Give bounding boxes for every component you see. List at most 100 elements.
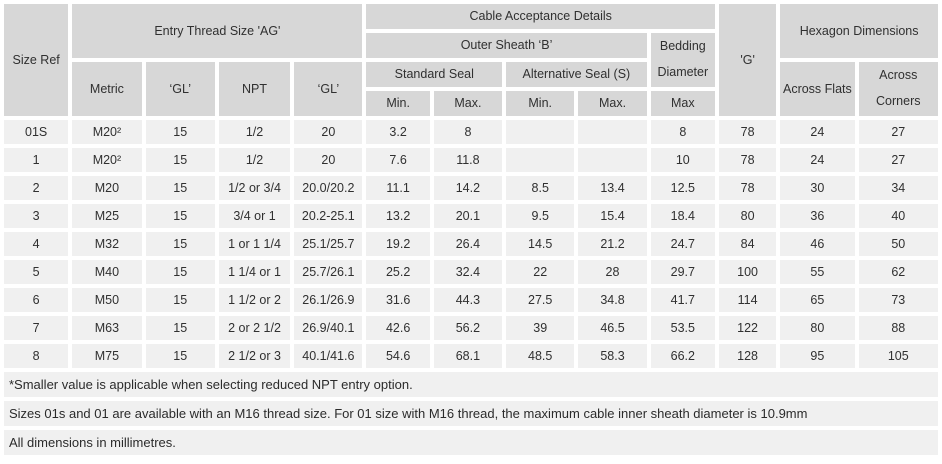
cell-size-ref: 01S xyxy=(4,120,69,144)
cell-g: 128 xyxy=(718,344,777,368)
cell-across-corners: 34 xyxy=(858,176,938,200)
table-row: 2 M20 15 1/2 or 3/4 20.0/20.2 11.1 14.2 8.5 13.4… xyxy=(4,176,938,200)
footnote-units: All dimensions in millimetres. xyxy=(4,430,938,455)
header-gl-metric: ‘GL’ xyxy=(145,62,215,116)
cell-std-max: 8 xyxy=(433,120,503,144)
header-g: 'G' xyxy=(718,4,777,116)
header-row-4: Min. Max. Min. Max. Max xyxy=(4,91,938,116)
header-npt: NPT xyxy=(218,62,291,116)
header-std-max: Max. xyxy=(433,91,503,116)
header-bedding-max: Max xyxy=(650,91,715,116)
cell-std-max: 26.4 xyxy=(433,232,503,256)
cell-gl-npt: 20.2-25.1 xyxy=(294,204,363,228)
cell-std-min: 25.2 xyxy=(366,260,430,284)
cell-gl-metric: 15 xyxy=(145,344,215,368)
header-row-2: Outer Sheath ‘B’ Bedding Diameter xyxy=(4,33,938,87)
footnote-row-3: All dimensions in millimetres. xyxy=(4,430,938,455)
cell-metric: M20² xyxy=(72,120,142,144)
cell-npt: 2 1/2 or 3 xyxy=(218,344,291,368)
cell-size-ref: 4 xyxy=(4,232,69,256)
cell-alt-min xyxy=(506,120,575,144)
cell-g: 122 xyxy=(718,316,777,340)
cell-size-ref: 5 xyxy=(4,260,69,284)
cell-gl-metric: 15 xyxy=(145,120,215,144)
cell-bedding-max: 12.5 xyxy=(650,176,715,200)
footnote-row-2: Sizes 01s and 01 are available with an M… xyxy=(4,401,938,426)
cell-bedding-max: 24.7 xyxy=(650,232,715,256)
cell-std-min: 3.2 xyxy=(366,120,430,144)
cell-gl-metric: 15 xyxy=(145,204,215,228)
cell-alt-min: 27.5 xyxy=(506,288,575,312)
cell-std-min: 11.1 xyxy=(366,176,430,200)
cell-std-max: 14.2 xyxy=(433,176,503,200)
cell-across-flats: 65 xyxy=(780,288,855,312)
cell-metric: M50 xyxy=(72,288,142,312)
cell-alt-max xyxy=(578,148,647,172)
cell-gl-npt: 25.7/26.1 xyxy=(294,260,363,284)
cell-metric: M20 xyxy=(72,176,142,200)
cell-gl-npt: 26.9/40.1 xyxy=(294,316,363,340)
header-row-1: Size Ref Entry Thread Size 'AG' Cable Ac… xyxy=(4,4,938,116)
header-standard-seal: Standard Seal xyxy=(366,62,503,87)
cell-alt-min: 14.5 xyxy=(506,232,575,256)
table-row: 4 M32 15 1 or 1 1/4 25.1/25.7 19.2 26.4 14.5 21.… xyxy=(4,232,938,256)
cell-gl-metric: 15 xyxy=(145,148,215,172)
cell-across-flats: 46 xyxy=(780,232,855,256)
cell-std-min: 7.6 xyxy=(366,148,430,172)
cell-bedding-max: 66.2 xyxy=(650,344,715,368)
table-row: 01S M20² 15 1/2 20 3.2 8 8 78 24 27 xyxy=(4,120,938,144)
cell-std-max: 20.1 xyxy=(433,204,503,228)
cell-metric: M40 xyxy=(72,260,142,284)
header-alternative-seal: Alternative Seal (S) xyxy=(506,62,647,87)
cell-across-corners: 73 xyxy=(858,288,938,312)
cell-size-ref: 1 xyxy=(4,148,69,172)
footnote-m16: Sizes 01s and 01 are available with an M… xyxy=(4,401,938,426)
cell-bedding-max: 41.7 xyxy=(650,288,715,312)
cell-std-min: 13.2 xyxy=(366,204,430,228)
header-outer-sheath: Outer Sheath ‘B’ xyxy=(366,33,647,58)
cell-npt: 1/2 xyxy=(218,120,291,144)
cell-across-flats: 95 xyxy=(780,344,855,368)
cell-npt: 1/2 xyxy=(218,148,291,172)
cell-gl-npt: 20 xyxy=(294,148,363,172)
cell-alt-max: 58.3 xyxy=(578,344,647,368)
footnote-row-1: *Smaller value is applicable when select… xyxy=(4,372,938,397)
cell-alt-min: 22 xyxy=(506,260,575,284)
cell-std-min: 54.6 xyxy=(366,344,430,368)
cell-metric: M32 xyxy=(72,232,142,256)
cell-bedding-max: 53.5 xyxy=(650,316,715,340)
cell-alt-max: 46.5 xyxy=(578,316,647,340)
cell-std-max: 44.3 xyxy=(433,288,503,312)
table-row: 1 M20² 15 1/2 20 7.6 11.8 10 78 24 27 xyxy=(4,148,938,172)
cell-across-corners: 88 xyxy=(858,316,938,340)
header-alt-max: Max. xyxy=(578,91,647,116)
cell-gl-metric: 15 xyxy=(145,316,215,340)
cell-across-flats: 36 xyxy=(780,204,855,228)
cell-bedding-max: 8 xyxy=(650,120,715,144)
cell-alt-min: 9.5 xyxy=(506,204,575,228)
header-row-3: Metric ‘GL’ NPT ‘GL’ Standard Seal Alter… xyxy=(4,62,938,116)
table-notes: *Smaller value is applicable when select… xyxy=(4,372,938,455)
cell-across-corners: 27 xyxy=(858,148,938,172)
table-row: 3 M25 15 3/4 or 1 20.2-25.1 13.2 20.1 9.5 15.4 18… xyxy=(4,204,938,228)
cell-metric: M75 xyxy=(72,344,142,368)
table-header: Size Ref Entry Thread Size 'AG' Cable Ac… xyxy=(4,4,938,116)
cell-alt-max: 34.8 xyxy=(578,288,647,312)
cell-std-max: 32.4 xyxy=(433,260,503,284)
header-metric: Metric xyxy=(72,62,142,116)
cell-alt-max xyxy=(578,120,647,144)
header-gl-npt: ‘GL’ xyxy=(294,62,363,116)
cell-gl-npt: 20 xyxy=(294,120,363,144)
cell-size-ref: 6 xyxy=(4,288,69,312)
cell-size-ref: 7 xyxy=(4,316,69,340)
cell-npt: 1 1/4 or 1 xyxy=(218,260,291,284)
cell-metric: M20² xyxy=(72,148,142,172)
cell-size-ref: 8 xyxy=(4,344,69,368)
cell-bedding-max: 10 xyxy=(650,148,715,172)
cell-across-corners: 50 xyxy=(858,232,938,256)
table-body: 01S M20² 15 1/2 20 3.2 8 8 78 24 27 1 M20² 15 1/2 20 7.6… xyxy=(4,120,938,368)
cell-gl-npt: 26.1/26.9 xyxy=(294,288,363,312)
cell-across-corners: 105 xyxy=(858,344,938,368)
cell-npt: 3/4 or 1 xyxy=(218,204,291,228)
cell-std-max: 56.2 xyxy=(433,316,503,340)
